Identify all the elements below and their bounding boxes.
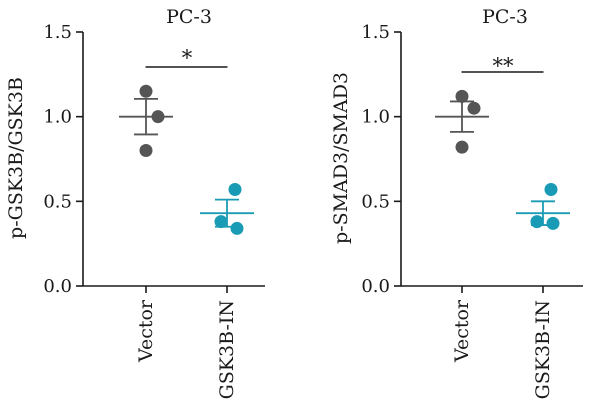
x-tick-label: Vector <box>135 299 157 363</box>
data-marks <box>119 66 254 235</box>
data-point <box>139 84 153 98</box>
axes: 0.0 0.5 1.0 1.5 Vector GSK3B-IN <box>43 22 265 399</box>
data-point <box>214 215 228 229</box>
y-axis-label: p-SMAD3/SMAD3 <box>330 72 352 244</box>
x-tick-label: GSK3B-IN <box>532 300 554 399</box>
data-point <box>228 182 242 196</box>
chart-title: PC-3 <box>166 6 212 28</box>
x-tick-label: GSK3B-IN <box>216 300 238 399</box>
y-tick-label: 1.0 <box>361 107 390 128</box>
data-point <box>467 101 481 115</box>
data-point <box>455 89 469 103</box>
axes: 0.0 0.5 1.0 1.5 Vector GSK3B-IN <box>361 22 583 399</box>
y-tick-label: 1.5 <box>361 22 390 43</box>
y-axis-label: p-GSK3B/GSK3B <box>5 77 27 239</box>
data-point <box>546 216 560 230</box>
x-tick-label: Vector <box>451 299 473 363</box>
y-tick-label: 1.0 <box>43 107 72 128</box>
y-tick-label: 0.5 <box>43 191 72 212</box>
data-point <box>139 144 153 158</box>
y-tick-label: 1.5 <box>43 22 72 43</box>
y-tick-label: 0.5 <box>361 191 390 212</box>
data-point <box>544 182 558 196</box>
significance-label: ** <box>493 54 515 78</box>
significance-label: * <box>182 46 193 70</box>
data-point <box>151 110 165 124</box>
chart-title: PC-3 <box>482 6 528 28</box>
data-marks <box>435 71 570 230</box>
data-point <box>455 140 469 154</box>
data-point <box>530 215 544 229</box>
y-tick-label: 0.0 <box>43 276 72 297</box>
chart-gsk3b: PC-3 p-GSK3B/GSK3B 0.0 0.5 1.0 1.5 Vector GSK… <box>5 6 265 399</box>
data-point <box>230 221 244 235</box>
y-tick-label: 0.0 <box>361 276 390 297</box>
chart-smad3: PC-3 p-SMAD3/SMAD3 0.0 0.5 1.0 1.5 Vector GSK… <box>330 6 583 399</box>
